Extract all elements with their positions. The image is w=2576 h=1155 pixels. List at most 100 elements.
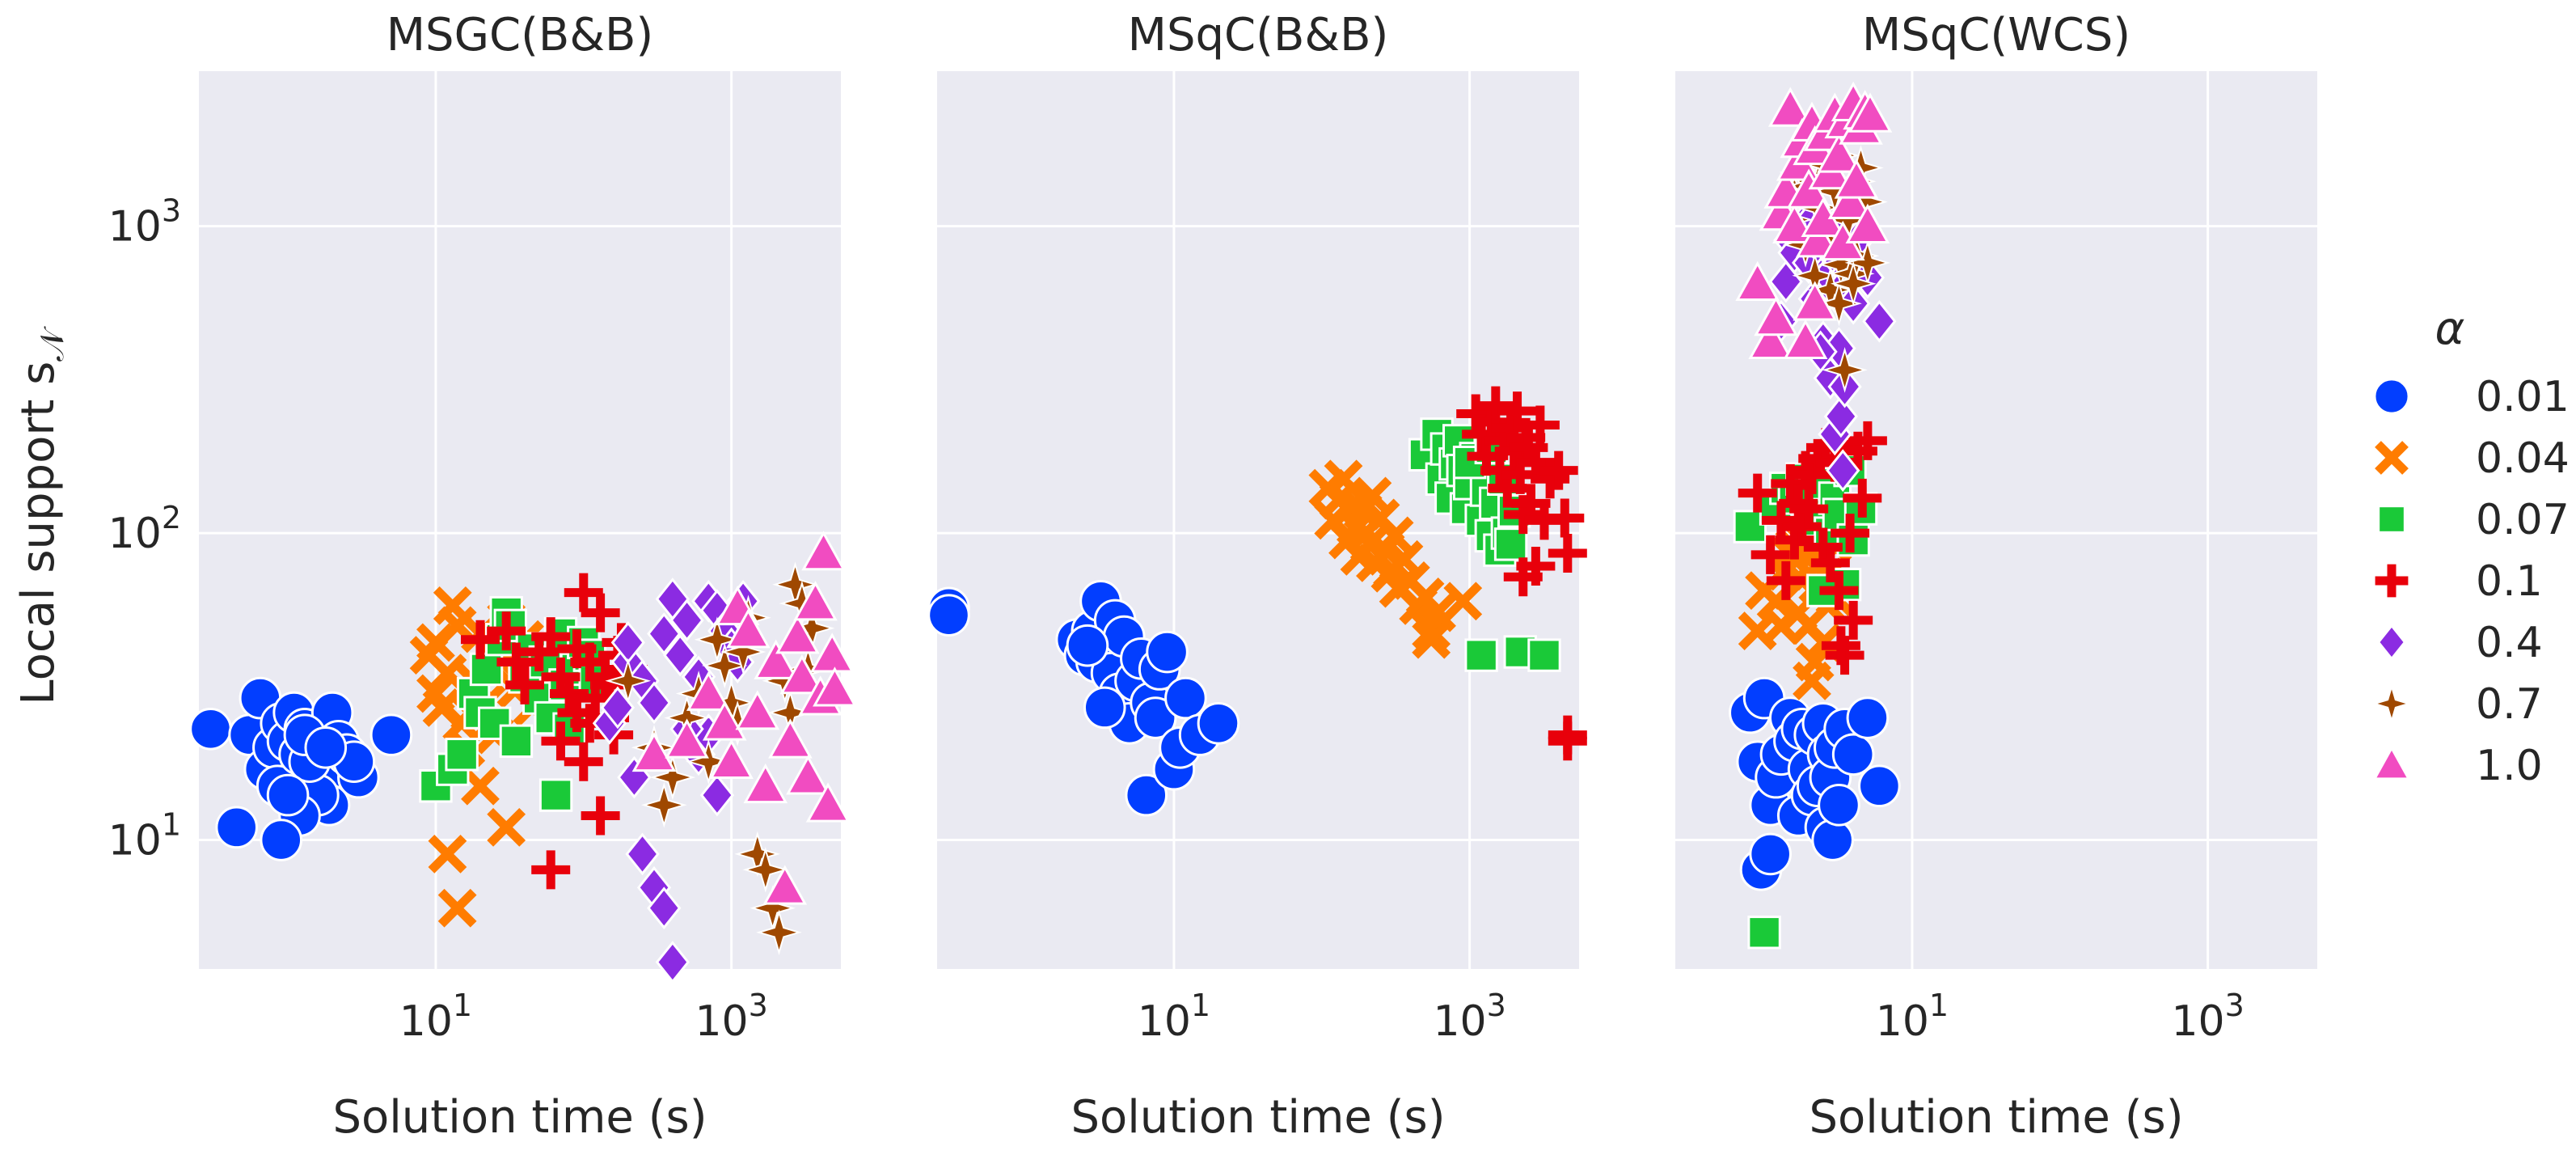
data-point [701,642,748,689]
data-point [768,718,813,759]
data-point [461,766,500,806]
data-point [1862,299,1897,343]
data-point [927,594,970,637]
data-point [756,909,802,956]
data-point [779,654,825,695]
data-point [805,782,851,823]
y-tick-label: 102 [108,500,181,558]
y-axis-label-main: Local support s [12,362,65,705]
series-alpha-0.04 [1308,459,1483,659]
data-point [1754,296,1798,336]
data-point [260,819,303,861]
data-point [647,612,682,655]
data-point [1125,773,1168,817]
data-point [1831,514,1870,553]
data-point [1738,473,1777,513]
data-point [1823,395,1859,438]
data-point [1733,510,1767,544]
data-point [1795,218,1840,258]
data-point [445,738,479,772]
panel-3: 101 103 MSqC(WCS) Solution time (s) [1675,9,2317,1144]
data-point [636,681,672,725]
data-point [1747,916,1781,950]
data-point [1810,543,1850,582]
data-point [1146,630,1189,674]
data-point [1443,582,1483,621]
data-point [1845,203,1890,244]
legend-entry: 0.7 [2371,680,2543,729]
panel-title: MSGC(B&B) [386,9,654,61]
data-point [541,721,581,761]
legend-label: 0.01 [2476,373,2570,421]
data-point [720,628,766,675]
legend-entry: 0.4 [2376,619,2543,667]
y-axis-label: Local support s𝒩 [12,326,71,705]
legend-marker [2371,683,2412,724]
data-point [1789,489,1829,529]
legend-entry: 1.0 [2372,742,2543,790]
data-point [647,886,682,930]
data-point [266,773,310,817]
data-point [1816,280,1862,327]
legend-entry: 0.04 [2375,434,2570,483]
data-point [1134,696,1177,739]
legend-entry: 0.07 [2377,496,2570,544]
data-point [1493,527,1528,561]
data-point [1545,498,1585,538]
data-point [428,835,467,874]
legend-marker [2376,624,2407,661]
panels: 101 103 101 102 103 MSGC(B&B) Solution time (s… [108,9,2317,1144]
data-point [1826,449,1860,493]
x-tick-label: 101 [1876,988,1949,1046]
series-alpha-1.0 [1735,81,1893,359]
x-tick-label: 101 [1138,988,1210,1046]
legend-label: 0.07 [2476,496,2570,544]
data-point [801,531,846,571]
panel-1: 101 103 101 102 103 MSGC(B&B) Solution time (s… [108,9,857,1144]
legend-marker [2375,564,2409,598]
data-point [1066,624,1109,667]
data-point [694,616,741,663]
legend-label: 1.0 [2476,742,2543,790]
panel-title: MSqC(B&B) [1128,9,1389,61]
data-point [487,611,526,651]
y-axis-label-subscript: 𝒩 [34,326,71,362]
data-point [1818,784,1860,827]
y-tick-label: 101 [108,807,181,865]
data-point [1846,696,1890,739]
series-alpha-1.0 [631,531,857,905]
legend-label: 0.7 [2476,680,2543,729]
data-point [1324,459,1363,499]
legend-title: α [2435,302,2465,355]
series-alpha-0.01 [1729,676,1901,891]
data-point [1749,832,1792,876]
data-point [686,671,731,711]
data-point [1516,547,1556,586]
legend-label: 0.04 [2476,434,2570,483]
legend-label: 0.1 [2476,557,2543,606]
data-point [1830,260,1877,307]
series-alpha-0.1 [1456,386,1587,761]
data-point [1548,533,1587,573]
data-point [581,796,620,836]
data-point [487,807,526,847]
legend-entry: 0.01 [2373,373,2570,421]
data-point [1520,405,1560,445]
data-point [1843,478,1882,518]
data-point [1822,347,1868,393]
x-tick-label: 101 [399,988,472,1046]
data-point [640,781,687,828]
data-point [631,731,677,772]
data-point [663,633,698,677]
data-point [304,726,348,769]
data-point [1373,550,1412,590]
data-point [1527,638,1561,672]
data-point [669,599,704,642]
data-point [1848,421,1887,460]
legend-label: 0.4 [2476,619,2543,667]
panel-2: 101 103 MSqC(B&B) Solution time (s) [927,9,1587,1144]
data-point [699,773,735,817]
data-point [1834,600,1873,640]
data-point [370,713,413,756]
